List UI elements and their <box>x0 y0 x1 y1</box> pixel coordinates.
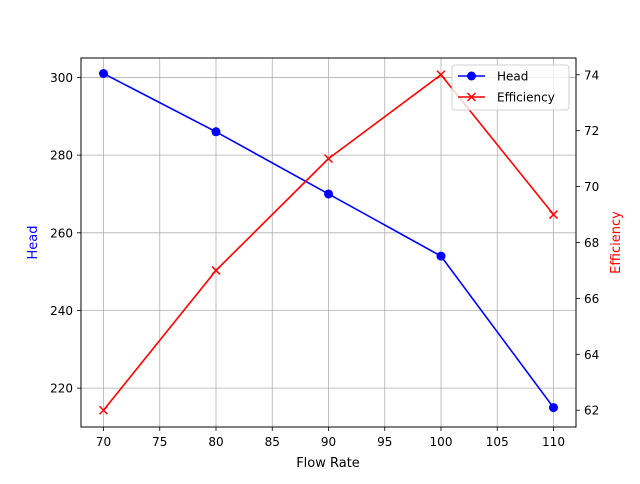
circle-marker-icon <box>436 251 446 261</box>
x-tick-label: 95 <box>377 435 392 449</box>
x-marker-icon <box>436 70 446 80</box>
x-tick-label: 100 <box>430 435 453 449</box>
legend: Head Efficiency <box>451 64 570 111</box>
x-tick-label: 105 <box>486 435 509 449</box>
grid-lines <box>81 58 576 427</box>
left-y-axis-ticks: 220 240 260 280 300 <box>50 71 81 396</box>
left-tick-label: 220 <box>50 382 73 396</box>
left-tick-label: 260 <box>50 226 73 240</box>
circle-marker-icon <box>211 127 221 137</box>
left-y-axis-label: Head <box>26 226 41 260</box>
right-y-axis-label: Efficiency <box>609 211 624 274</box>
right-tick-label: 64 <box>584 348 599 362</box>
series-head <box>99 69 558 413</box>
x-tick-label: 75 <box>152 435 167 449</box>
right-tick-label: 68 <box>584 236 599 250</box>
right-tick-label: 72 <box>584 124 599 138</box>
right-tick-label: 62 <box>584 404 599 418</box>
x-marker-icon <box>466 92 477 102</box>
legend-label: Efficiency <box>497 91 555 105</box>
x-tick-label: 110 <box>542 435 565 449</box>
x-tick-label: 90 <box>321 435 336 449</box>
x-marker-icon <box>98 405 109 415</box>
legend-entry-head: Head <box>458 70 528 84</box>
x-tick-label: 70 <box>96 435 111 449</box>
x-axis-ticks: 70 75 80 85 90 95 100 105 110 <box>96 427 565 449</box>
right-y-axis-ticks: 62 64 66 68 70 72 74 <box>576 68 599 418</box>
left-tick-label: 300 <box>50 71 73 85</box>
series-efficiency <box>98 70 559 415</box>
circle-marker-icon <box>99 69 108 79</box>
left-tick-label: 240 <box>50 304 73 318</box>
circle-marker-icon <box>549 403 558 413</box>
right-tick-label: 66 <box>584 292 599 306</box>
x-marker-icon <box>211 265 221 275</box>
legend-entry-efficiency: Efficiency <box>458 91 555 105</box>
circle-marker-icon <box>324 189 333 199</box>
circle-marker-icon <box>467 71 476 81</box>
x-tick-label: 80 <box>208 435 223 449</box>
left-tick-label: 280 <box>50 149 73 163</box>
right-tick-label: 74 <box>584 68 599 82</box>
right-tick-label: 70 <box>584 180 599 194</box>
x-tick-label: 85 <box>265 435 280 449</box>
x-axis-label: Flow Rate <box>296 456 360 471</box>
x-marker-icon <box>548 210 559 220</box>
series-layer <box>98 69 559 415</box>
legend-label: Head <box>497 70 528 84</box>
x-marker-icon <box>323 154 334 164</box>
